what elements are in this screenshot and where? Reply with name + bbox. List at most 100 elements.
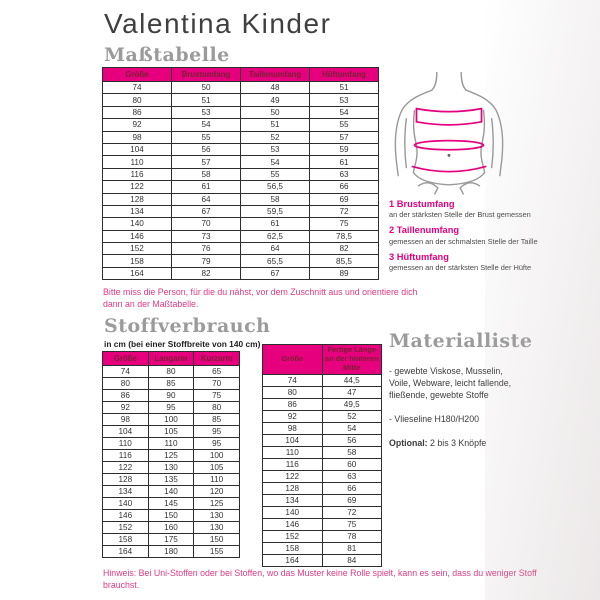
- cell: 61: [309, 155, 379, 169]
- optional-text: 2 bis 3 Knöpfe: [427, 437, 487, 448]
- cell: 72: [309, 204, 379, 219]
- cell: 74: [262, 373, 323, 387]
- table-row: 134 69: [262, 493, 382, 507]
- cell: 52: [321, 409, 382, 423]
- cell: 95: [193, 437, 240, 450]
- cell: 61: [240, 217, 310, 231]
- cell: 51: [309, 80, 379, 95]
- table-row: 92 54 51 55: [102, 118, 379, 132]
- cell: 146: [262, 517, 323, 531]
- navel-dot-icon: [447, 153, 451, 157]
- cell: 122: [102, 461, 149, 474]
- cell: 110: [102, 155, 172, 169]
- cell: 128: [262, 481, 323, 495]
- table-row: 98 54: [262, 421, 382, 435]
- header-cell: Brustumfang: [171, 67, 241, 82]
- cell: 85: [193, 413, 240, 426]
- table-row: 152 76 64 82: [102, 242, 379, 256]
- table-row: 152 78: [262, 529, 382, 543]
- cell: 55: [240, 167, 310, 182]
- cell: 98: [102, 130, 172, 144]
- table-row: 128 64 58 69: [102, 192, 379, 206]
- cell: 152: [102, 242, 172, 256]
- cell: 67: [171, 204, 241, 219]
- table-row: 134 140 120: [102, 485, 240, 498]
- measurement-legend: 1 Brustumfang an der stärksten Stelle de…: [389, 199, 539, 278]
- cell: 76: [171, 242, 241, 256]
- cell: 65,5: [240, 254, 310, 268]
- cell: 175: [147, 533, 195, 546]
- table-row: 86 90 75: [102, 389, 240, 402]
- cell: 58: [171, 167, 241, 182]
- cell: 86: [102, 105, 172, 120]
- table-header-row: Größe Fertige Länge an der hinteren Mitte: [262, 344, 382, 375]
- cell: 180: [147, 545, 195, 558]
- cell: 125: [147, 449, 195, 462]
- table-row: 122 130 105: [102, 461, 240, 474]
- cell: 92: [102, 401, 149, 414]
- cell: 122: [102, 180, 172, 194]
- cell: 104: [262, 433, 323, 447]
- table-row: 80 47: [262, 385, 382, 399]
- page-title: Valentina Kinder: [104, 8, 332, 39]
- section-heading-stoffverbrauch: Stoffverbrauch: [104, 315, 271, 337]
- table-row: 116 58 55 63: [102, 167, 379, 182]
- chest-line-icon: [415, 107, 483, 113]
- cell: 122: [262, 469, 323, 483]
- cell: 158: [102, 254, 172, 268]
- material-item: - gewebte Viskose, Musselin, Voile, Webw…: [389, 366, 512, 400]
- measurement-note: Bitte miss die Person, für die du nähst,…: [103, 287, 418, 309]
- cell: 54: [240, 155, 310, 169]
- cell: 84: [321, 553, 382, 567]
- cell: 110: [193, 473, 240, 486]
- table-row: 164 84: [262, 553, 382, 567]
- cell: 56,5: [240, 180, 310, 194]
- table-row: 98 100 85: [102, 413, 240, 426]
- table-row: 110 110 95: [102, 437, 240, 450]
- table-row: 110 57 54 61: [102, 155, 379, 169]
- table-row: 158 79 65,5 85,5: [102, 254, 379, 268]
- cell: 140: [102, 217, 172, 231]
- cell: 116: [102, 167, 172, 182]
- cell: 120: [193, 485, 240, 498]
- header-cell: Langarm: [147, 351, 195, 366]
- cell: 58: [321, 445, 382, 459]
- cell: 110: [147, 437, 195, 450]
- footer-note: Hinweis: Bei Uni-Stoffen oder bei Stoffe…: [103, 568, 537, 590]
- cell: 155: [193, 545, 240, 558]
- cell: 49,5: [321, 397, 382, 411]
- cell: 50: [171, 80, 241, 95]
- cell: 54: [171, 118, 241, 132]
- cell: 130: [193, 521, 240, 534]
- size-measurement-table: Größe Brustumfang Taillenumfang Hüftumfang …: [102, 67, 379, 281]
- section-heading-masstabelle: Maßtabelle: [104, 44, 230, 66]
- cell: 116: [262, 457, 323, 471]
- cell: 110: [102, 437, 149, 450]
- table-row: 152 160 130: [102, 521, 240, 534]
- cell: 164: [102, 545, 149, 558]
- cell: 63: [309, 167, 379, 182]
- cell: 85: [147, 377, 195, 390]
- cell: 72: [321, 505, 382, 519]
- cell: 90: [147, 389, 195, 402]
- cell: 56: [321, 433, 382, 447]
- section-heading-materialliste: Materialliste: [389, 330, 533, 352]
- cell: 59: [309, 142, 379, 157]
- cell: 86: [102, 389, 149, 402]
- cell: 164: [102, 266, 172, 281]
- cell: 74: [102, 365, 149, 378]
- cell: 59,5: [240, 204, 310, 219]
- finished-length-table: Größe Fertige Länge an der hinteren Mitte…: [262, 344, 382, 567]
- cell: 100: [193, 449, 240, 462]
- table-row: 146 73 62,5 78,5: [102, 229, 379, 244]
- legend-label: 3 Hüftumfang: [389, 251, 449, 262]
- cell: 130: [147, 461, 195, 474]
- table-row: 122 63: [262, 469, 382, 483]
- cell: 67: [240, 266, 310, 281]
- table-row: 98 55 52 57: [102, 130, 379, 144]
- header-cell: Größe: [102, 351, 149, 366]
- cell: 140: [262, 505, 323, 519]
- table-row: 74 44,5: [262, 373, 382, 387]
- legend-label: 1 Brustumfang: [389, 199, 455, 209]
- table-row: 80 51 49 53: [102, 93, 379, 107]
